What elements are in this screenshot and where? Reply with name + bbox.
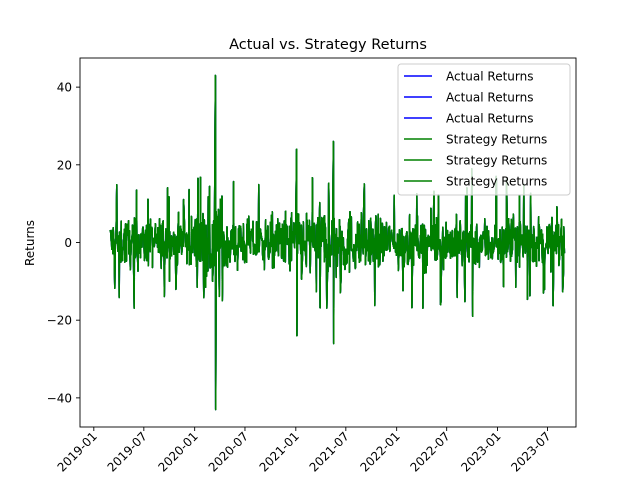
legend-label: Actual Returns: [446, 112, 533, 126]
legend: Actual Returns Actual Returns Actual Retur…: [397, 63, 571, 196]
legend-label: Strategy Returns: [446, 133, 547, 147]
legend-label: Actual Returns: [446, 70, 533, 84]
legend-label: Actual Returns: [446, 91, 533, 105]
y-tick-label: 40: [57, 81, 72, 95]
y-tick-label: 0: [64, 236, 72, 250]
y-tick-label: −20: [47, 314, 72, 328]
y-tick-label: 20: [57, 158, 72, 172]
legend-label: Strategy Returns: [446, 154, 547, 168]
plot-series: [109, 74, 566, 411]
series-line: [109, 74, 566, 411]
chart-title: Actual vs. Strategy Returns: [229, 37, 427, 53]
legend-box: [397, 63, 571, 196]
y-axis: −40 −20 0 20 40: [47, 81, 80, 405]
legend-label: Strategy Returns: [446, 175, 547, 189]
y-tick-label: −40: [47, 391, 72, 405]
y-axis-label: Returns: [23, 220, 37, 266]
